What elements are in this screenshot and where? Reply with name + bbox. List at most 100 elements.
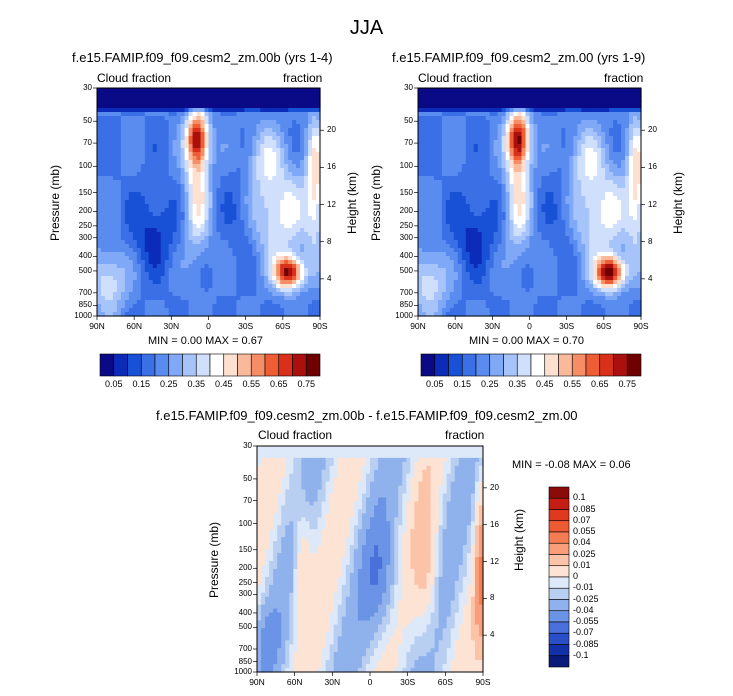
panel2-colorbar-label: 0.55 <box>563 379 582 389</box>
panel3-ytick-label: 500 <box>238 622 252 632</box>
panel1-y2tick-label: 8 <box>327 236 332 246</box>
panel3-ytick-label: 700 <box>238 644 252 653</box>
panel2-y2tick-label: 8 <box>648 236 653 246</box>
panel1-ytick-label: 1000 <box>74 311 92 320</box>
panel3-colorbar-label: -0.025 <box>573 593 599 604</box>
panel2-xtick-label: 60N <box>447 321 463 331</box>
panel1-ytick-label: 500 <box>78 265 92 275</box>
panel2-ytick-label: 150 <box>399 187 413 197</box>
panel2-xtick-label: 60S <box>596 321 612 331</box>
panel1-title: f.e15.FAMIP.f09_f09.cesm2_zm.00b (yrs 1-… <box>72 50 333 65</box>
panel2-y2tick-label: 4 <box>648 273 653 283</box>
panel3-xtick-label: 0 <box>367 677 373 687</box>
panel3-stats: MIN = -0.08 MAX = 0.06 <box>512 459 631 471</box>
panel1-colorbar-label: 0.15 <box>132 379 151 389</box>
panel3-ytick-label: 150 <box>238 544 252 554</box>
panel2-colorbar-label: 0.15 <box>453 379 472 389</box>
panel2-colorbar-label: 0.45 <box>535 379 554 389</box>
panel2-ytick-label: 250 <box>399 220 413 230</box>
panel3-xtick-label: 30N <box>324 677 341 687</box>
panel1-ytick-label: 400 <box>78 251 92 261</box>
panel3-colorbar-label: 0.07 <box>573 514 591 525</box>
panel1-ytick-label: 850 <box>78 300 92 310</box>
panel3-ytick-label: 400 <box>238 607 252 617</box>
panel1-ytick-label: 30 <box>83 83 92 92</box>
panel1-colorbar-label: 0.45 <box>214 379 233 389</box>
panel2-xtick-label: 90N <box>410 321 426 331</box>
panel2-ytick-label: 100 <box>399 161 413 171</box>
panel1-stats: MIN = 0.00 MAX = 0.67 <box>148 335 263 347</box>
panel2-field <box>418 88 642 317</box>
panel2-xtick-label: 90S <box>633 321 649 331</box>
panel2-ytick-label: 50 <box>404 116 413 126</box>
panel2-y2tick-label: 20 <box>648 125 657 135</box>
panel1-left-label: Cloud fraction <box>97 71 172 85</box>
panel2-ytick-label: 850 <box>399 300 413 310</box>
panel3-ytick-label: 300 <box>238 589 252 599</box>
panel3-colorbar-label: -0.07 <box>573 627 594 638</box>
panel3-ytick-label: 30 <box>243 441 252 450</box>
panel1-colorbar-label: 0.55 <box>242 379 261 389</box>
panel3-y2tick-label: 20 <box>490 482 499 492</box>
panel3-ytick-label: 200 <box>238 563 252 573</box>
panel2-left-label: Cloud fraction <box>418 71 493 85</box>
panel1-right-label: fraction <box>283 71 323 85</box>
panel3-colorbar-label: 0.1 <box>573 492 586 503</box>
panel3-xtick-label: 60N <box>286 677 303 687</box>
panel2-colorbar <box>420 353 642 377</box>
panel3-colorbar-label: -0.055 <box>573 616 599 626</box>
panel2-xtick-label: 0 <box>527 321 532 331</box>
panel2-colorbar-label: 0.65 <box>590 379 609 389</box>
panel2-stats: MIN = 0.00 MAX = 0.70 <box>469 335 584 347</box>
panel1-colorbar-label: 0.75 <box>297 379 316 389</box>
panel2-ytick-label: 70 <box>404 138 413 148</box>
panel2-colorbar-label: 0.35 <box>508 379 527 389</box>
panel3-ytick-label: 50 <box>243 473 252 483</box>
panel1-xtick-label: 30N <box>163 321 180 331</box>
panel2-ytick-label: 30 <box>404 83 413 92</box>
panel3-xtick-label: 30S <box>400 677 416 687</box>
panel1-ytick-label: 100 <box>78 161 92 171</box>
panel1-ytick-label: 70 <box>83 138 92 148</box>
panel1-xtick-label: 60S <box>275 321 291 331</box>
panel1-y2tick-label: 12 <box>327 199 336 209</box>
panel3-field <box>257 446 484 673</box>
panel3-colorbar-label: 0.025 <box>573 548 596 559</box>
panel1-colorbar <box>99 353 321 377</box>
panel3-colorbar <box>548 486 570 668</box>
panel3-xtick-label: 90S <box>475 677 491 687</box>
panel3-colorbar-label: 0 <box>573 571 579 581</box>
panel1-ytick-label: 150 <box>78 187 92 197</box>
panel1-xtick-label: 30S <box>238 321 254 331</box>
panel3-ytick-label: 100 <box>238 518 252 528</box>
panel2-ytick-label: 200 <box>399 206 413 216</box>
panel2-ytick-label: 300 <box>399 232 413 242</box>
panel3-y2tick-label: 8 <box>490 593 495 603</box>
panel2-ytick-label: 500 <box>399 265 413 275</box>
panel3-colorbar-label: -0.01 <box>573 582 594 593</box>
panel3-xtick-label: 60S <box>437 677 453 687</box>
panel3-ytick-label: 850 <box>238 656 252 666</box>
panel3-colorbar-label: 0.055 <box>573 526 596 536</box>
panel3-colorbar-label: -0.04 <box>573 604 594 615</box>
panel3-ytick-label: 250 <box>238 577 252 587</box>
panel1-colorbar-label: 0.65 <box>269 379 288 389</box>
figure-title: JJA <box>349 17 384 39</box>
panel1-colorbar-label: 0.05 <box>104 379 123 389</box>
panel1-ytick-label: 300 <box>78 232 92 242</box>
panel1-y2tick-label: 4 <box>327 273 332 283</box>
panel2-colorbar-label: 0.25 <box>480 379 499 389</box>
panel1-y2tick-label: 20 <box>327 125 336 135</box>
panel1-y2tick-label: 16 <box>327 162 336 172</box>
panel1-xtick-label: 0 <box>206 321 211 331</box>
panel1-xtick-label: 60N <box>126 321 142 331</box>
panel2-ytick-label: 700 <box>399 287 413 297</box>
panel1-xtick-label: 90N <box>89 321 105 331</box>
panel3-y2tick-label: 4 <box>490 630 495 640</box>
panel3-ytick-label: 1000 <box>234 667 252 676</box>
panel3-colorbar-label: -0.085 <box>573 638 599 649</box>
panel2-colorbar-label: 0.05 <box>425 379 444 389</box>
panel1-colorbar-label: 0.35 <box>187 379 206 389</box>
panel3-left-label: Cloud fraction <box>258 428 333 442</box>
